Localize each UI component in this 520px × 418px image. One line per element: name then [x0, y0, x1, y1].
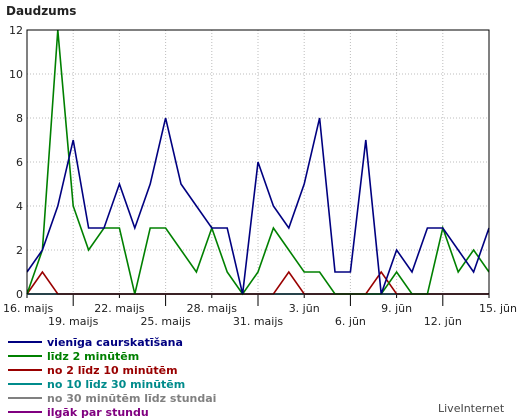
- legend-label: līdz 2 minūtēm: [47, 350, 139, 363]
- x-tick-label: 3. jūn: [289, 302, 320, 315]
- legend-label: no 30 minūtēm līdz stundai: [47, 392, 216, 405]
- y-axis-ticks: 0 2 4 6 8 10 12: [9, 24, 23, 301]
- legend-label: no 10 līdz 30 minūtēm: [47, 378, 185, 391]
- legend-label: vienīga caurskatīšana: [47, 336, 183, 349]
- x-tick-label: 6. jūn: [335, 315, 366, 328]
- legend-label: ilgāk par stundu: [47, 406, 149, 418]
- y-tick-label: 8: [16, 112, 23, 125]
- x-tick-label: 9. jūn: [381, 302, 412, 315]
- plot-frame: [26, 29, 490, 295]
- x-tick-label: 28. maijs: [187, 302, 238, 315]
- legend-label: no 2 līdz 10 minūtēm: [47, 364, 178, 377]
- x-tick-label: 16. maijs: [3, 302, 54, 315]
- chart-title: Daudzums: [6, 4, 76, 18]
- x-tick-label: 19. maijs: [48, 315, 99, 328]
- y-tick-label: 2: [16, 244, 23, 257]
- x-tick-label: 31. maijs: [233, 315, 284, 328]
- y-tick-label: 0: [16, 288, 23, 301]
- x-tick-label: 25. maijs: [140, 315, 191, 328]
- x-tick-label: 12. jūn: [424, 315, 462, 328]
- x-tick-label: 22. maijs: [94, 302, 145, 315]
- x-tick-label: 15. jūn: [479, 302, 517, 315]
- brand-label: LiveInternet: [438, 402, 505, 415]
- y-tick-label: 10: [9, 68, 23, 81]
- y-tick-label: 12: [9, 24, 23, 37]
- y-tick-label: 6: [16, 156, 23, 169]
- series-line: [26, 117, 490, 295]
- y-tick-label: 4: [16, 200, 23, 213]
